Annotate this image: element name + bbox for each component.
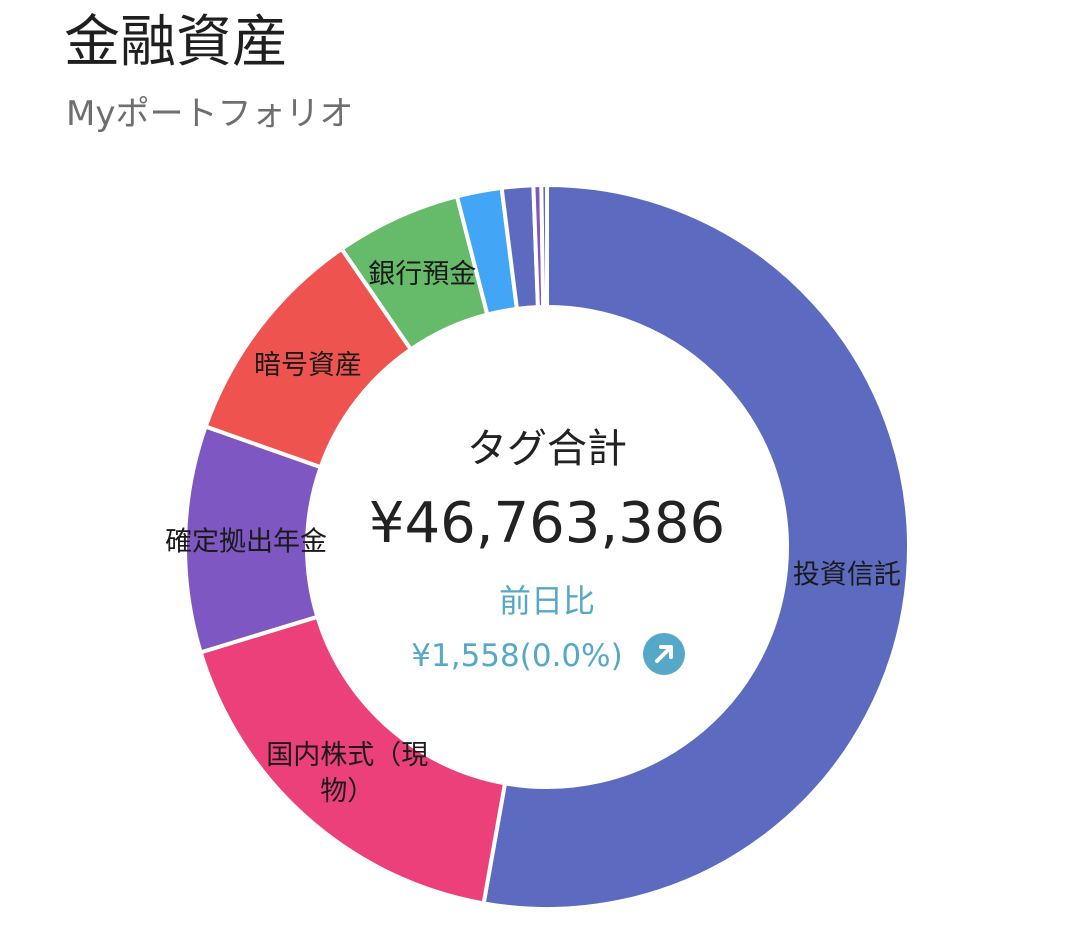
slice-label-4: 暗号資産 — [254, 350, 362, 381]
page-title: 金融資産 — [64, 10, 288, 75]
donut-slice-2[interactable] — [198, 614, 507, 906]
donut-slice-1[interactable] — [481, 183, 912, 911]
slice-label-2: 国内株式（現物） — [266, 740, 428, 807]
page-subtitle: Myポートフォリオ — [66, 94, 354, 134]
total-amount: ¥46,763,386 — [369, 491, 725, 556]
donut-slices — [183, 183, 912, 911]
slice-label-1: 投資信託 — [793, 559, 901, 590]
slice-label-3: 確定拠出年金 — [165, 526, 327, 557]
center-label: タグ合計 — [467, 426, 627, 472]
donut-slice-9[interactable] — [539, 183, 549, 310]
change-label: 前日比 — [499, 582, 595, 620]
change-value: ¥1,558(0.0%) — [411, 638, 622, 674]
slice-label-5: 銀行預金 — [368, 259, 476, 290]
arrow-up-right-icon[interactable] — [643, 633, 685, 675]
